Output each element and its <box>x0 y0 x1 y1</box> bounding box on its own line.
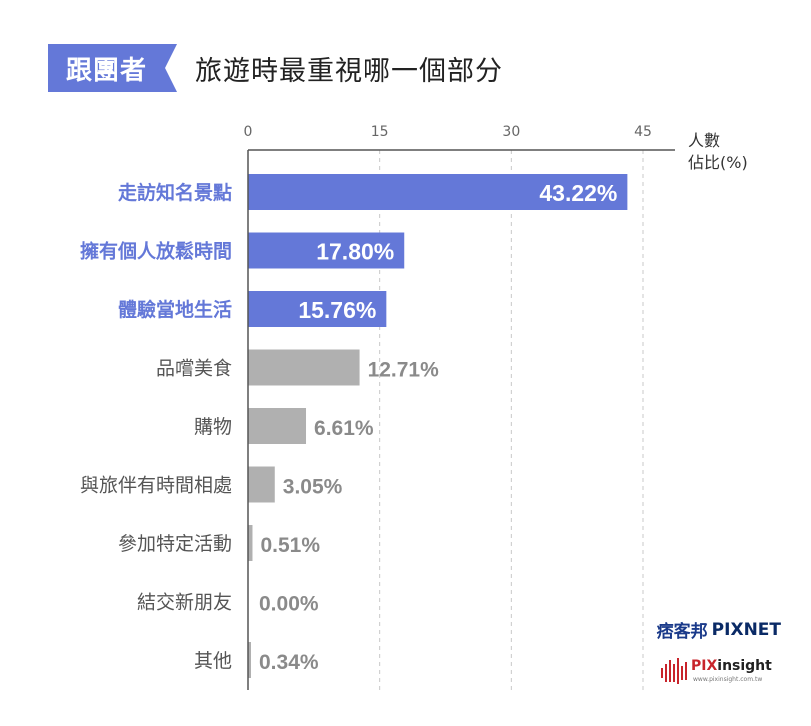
value-label: 6.61% <box>314 417 374 440</box>
x-axis-unit-label: 人數 <box>688 131 720 150</box>
bar <box>248 408 307 444</box>
bar <box>248 466 275 503</box>
value-label: 43.22% <box>539 180 617 206</box>
segment-tag: 跟團者 <box>48 44 177 92</box>
value-label: 17.80% <box>316 239 394 265</box>
category-label: 品嚐美食 <box>156 358 232 380</box>
value-label: 0.00% <box>259 593 319 616</box>
value-label: 0.34% <box>259 651 319 674</box>
pixinsight-logo: PIXinsight www.pixinsight.com.tw <box>661 654 783 688</box>
pixnet-logo: 痞客邦 PIXNET <box>656 617 781 643</box>
bar <box>248 642 251 678</box>
category-label: 擁有個人放鬆時間 <box>80 240 232 263</box>
pixinsight-bars-icon <box>661 658 687 684</box>
x-axis-unit-label: 佔比(%) <box>688 153 748 172</box>
category-label: 與旅伴有時間相處 <box>80 475 232 497</box>
value-label: 15.76% <box>298 297 376 323</box>
pixinsight-url: www.pixinsight.com.tw <box>693 676 763 683</box>
chart-header: 跟團者 旅遊時最重視哪一個部分 <box>48 44 503 92</box>
value-label: 12.71% <box>368 359 440 382</box>
category-label: 結交新朋友 <box>137 592 232 614</box>
category-label: 其他 <box>194 650 232 672</box>
pixnet-logo-en: PIXNET <box>711 619 781 640</box>
x-tick-label: 45 <box>634 124 652 140</box>
bar <box>248 174 628 210</box>
bar <box>248 291 387 327</box>
bar <box>248 525 253 561</box>
x-tick-label: 30 <box>502 124 520 140</box>
category-label: 參加特定活動 <box>118 533 232 555</box>
value-label: 0.51% <box>260 534 320 557</box>
category-label: 走訪知名景點 <box>118 181 232 204</box>
bar <box>248 349 360 386</box>
value-label: 3.05% <box>283 476 343 499</box>
pixinsight-wordmark: PIXinsight <box>691 658 772 674</box>
x-tick-label: 0 <box>244 124 253 140</box>
chart-title: 旅遊時最重視哪一個部分 <box>195 55 504 87</box>
category-label: 購物 <box>194 416 232 438</box>
category-label: 體驗當地生活 <box>118 298 232 321</box>
x-tick-label: 15 <box>371 124 389 140</box>
pixnet-logo-cn: 痞客邦 <box>656 622 708 642</box>
bar <box>248 232 405 269</box>
